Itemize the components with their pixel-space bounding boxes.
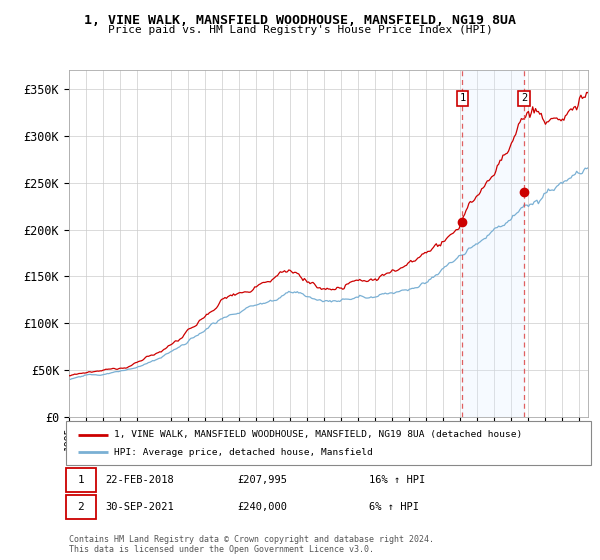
Bar xyxy=(463,70,524,417)
Text: 6% ↑ HPI: 6% ↑ HPI xyxy=(369,502,419,512)
Text: 1, VINE WALK, MANSFIELD WOODHOUSE, MANSFIELD, NG19 8UA: 1, VINE WALK, MANSFIELD WOODHOUSE, MANSF… xyxy=(84,14,516,27)
Text: 2: 2 xyxy=(521,93,527,103)
Text: 30-SEP-2021: 30-SEP-2021 xyxy=(105,502,174,512)
Text: 16% ↑ HPI: 16% ↑ HPI xyxy=(369,475,425,485)
Text: 22-FEB-2018: 22-FEB-2018 xyxy=(105,475,174,485)
Text: £240,000: £240,000 xyxy=(237,502,287,512)
Text: 2: 2 xyxy=(77,502,85,512)
Text: HPI: Average price, detached house, Mansfield: HPI: Average price, detached house, Mans… xyxy=(114,448,373,457)
Text: Contains HM Land Registry data © Crown copyright and database right 2024.
This d: Contains HM Land Registry data © Crown c… xyxy=(69,535,434,554)
Text: 1, VINE WALK, MANSFIELD WOODHOUSE, MANSFIELD, NG19 8UA (detached house): 1, VINE WALK, MANSFIELD WOODHOUSE, MANSF… xyxy=(114,430,522,439)
Text: Price paid vs. HM Land Registry's House Price Index (HPI): Price paid vs. HM Land Registry's House … xyxy=(107,25,493,35)
Text: 1: 1 xyxy=(77,475,85,485)
Text: £207,995: £207,995 xyxy=(237,475,287,485)
Text: 1: 1 xyxy=(459,93,466,103)
